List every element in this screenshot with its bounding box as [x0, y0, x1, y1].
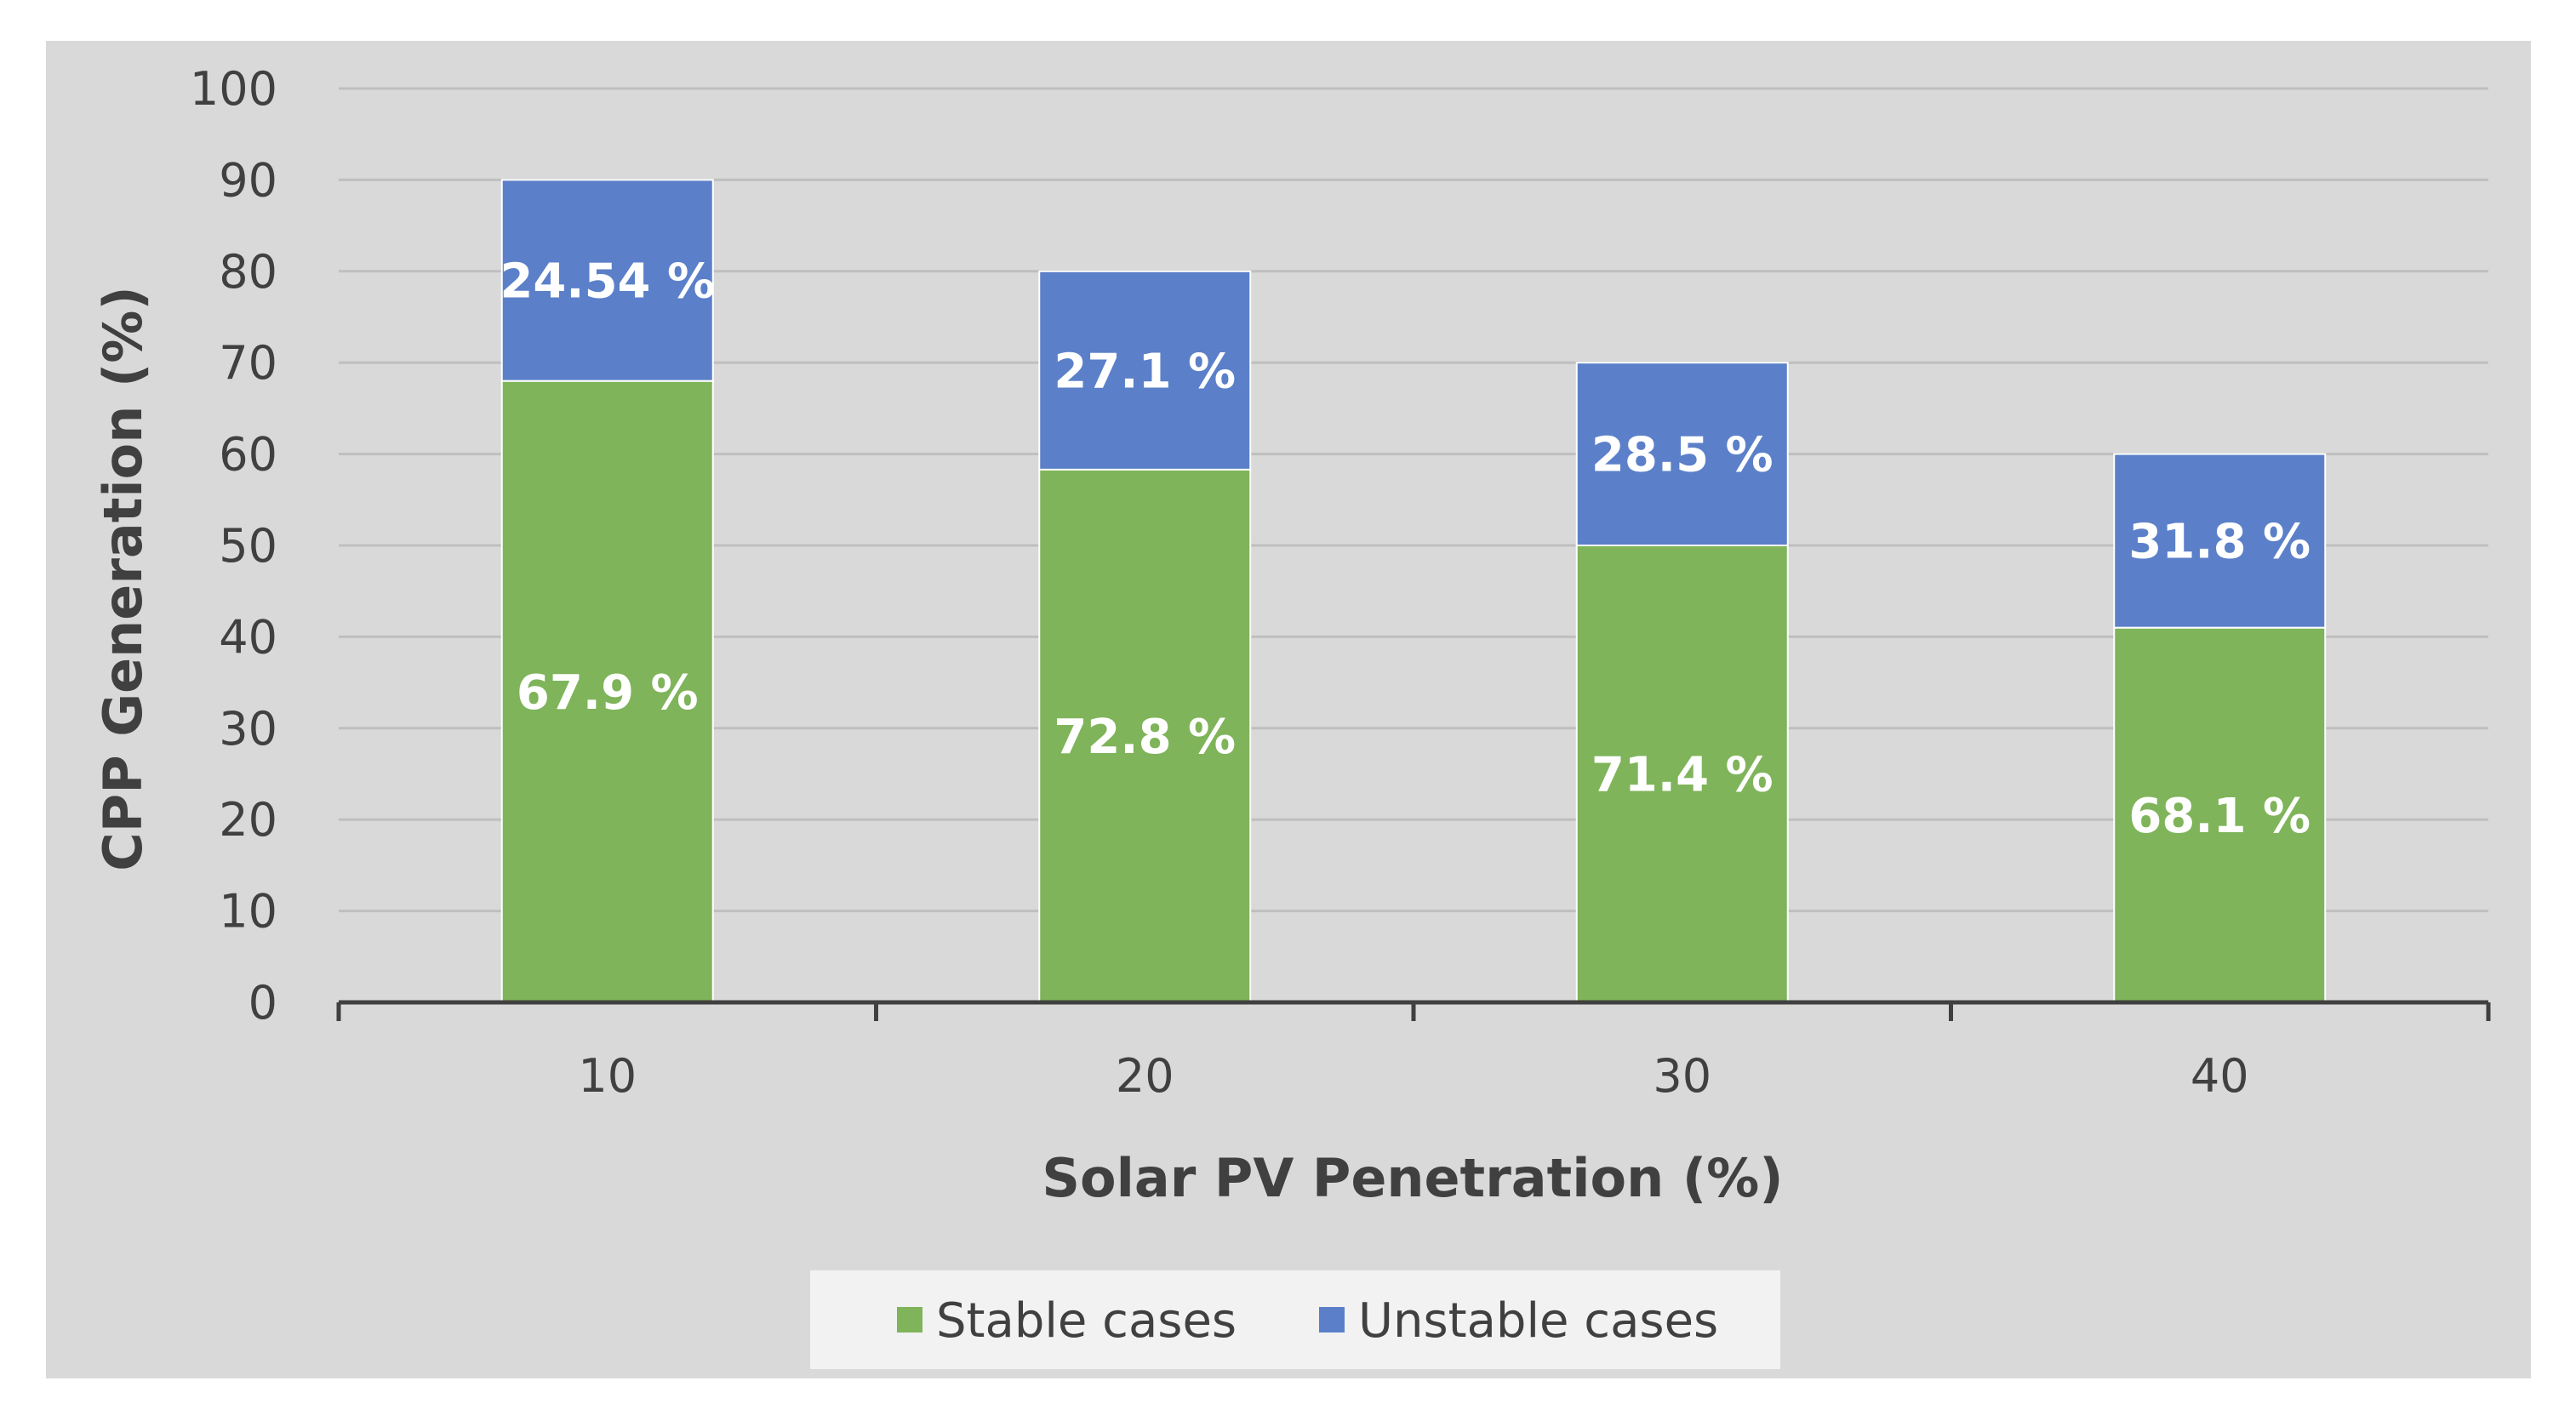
legend-swatch-unstable [1319, 1307, 1345, 1333]
stacked-bar-chart: 0 10 20 30 40 50 60 70 80 90 100 10 20 30 40 67.9 % 24.… [92, 62, 2491, 1369]
y-tick-label: 80 [219, 245, 277, 299]
legend-label-unstable: Unstable cases [1358, 1293, 1718, 1349]
data-label-unstable-20: 27.1 % [1054, 344, 1236, 399]
bar-unstable-20 [1038, 270, 1252, 471]
legend-swatch-stable [897, 1307, 922, 1333]
y-tick-label: 50 [219, 519, 277, 573]
legend: Stable cases Unstable cases [810, 1270, 1780, 1369]
y-tick-label: 30 [219, 702, 277, 756]
x-tick-label: 20 [1116, 1049, 1174, 1103]
y-tick-label: 40 [219, 610, 277, 664]
x-axis-title: Solar PV Penetration (%) [1042, 1147, 1783, 1209]
y-tick-label: 60 [219, 428, 277, 482]
bar-stable-30 [1575, 545, 1789, 1003]
y-axis-title: CPP Generation (%) [92, 286, 154, 871]
bar-unstable-10 [500, 179, 714, 382]
chart-area: 0 10 20 30 40 50 60 70 80 90 100 10 20 30 40 67.9 % 24.… [46, 41, 2531, 1378]
data-labels: 67.9 % 24.54 % 72.8 % 27.1 % 71.4 % 28.5 % 68.… [500, 254, 2310, 844]
data-label-stable-30: 71.4 % [1591, 748, 1773, 803]
legend-box [810, 1270, 1780, 1369]
bar-stable-40 [2113, 626, 2327, 1003]
x-tick-label: 30 [1653, 1049, 1711, 1103]
data-label-unstable-40: 31.8 % [2128, 515, 2310, 570]
y-tick-label: 10 [219, 885, 277, 939]
data-label-unstable-30: 28.5 % [1591, 428, 1773, 483]
bar-unstable-30 [1575, 362, 1789, 547]
data-label-stable-40: 68.1 % [2128, 789, 2310, 844]
x-tick-label: 40 [2190, 1049, 2249, 1103]
bar-unstable-40 [2113, 453, 2327, 629]
bars [500, 179, 2327, 1004]
x-tick-label: 10 [578, 1049, 637, 1103]
data-label-stable-20: 72.8 % [1054, 710, 1236, 765]
y-tick-label: 90 [219, 153, 277, 207]
y-tick-label: 100 [190, 62, 277, 116]
data-label-unstable-10: 24.54 % [500, 254, 715, 310]
legend-label-stable: Stable cases [936, 1293, 1237, 1349]
y-tick-label: 20 [219, 793, 277, 847]
axes: 0 10 20 30 40 50 60 70 80 90 100 10 20 30 40 [190, 62, 2491, 1103]
y-tick-label: 0 [248, 976, 277, 1030]
y-tick-label: 70 [219, 336, 277, 390]
data-label-stable-10: 67.9 % [517, 665, 699, 721]
